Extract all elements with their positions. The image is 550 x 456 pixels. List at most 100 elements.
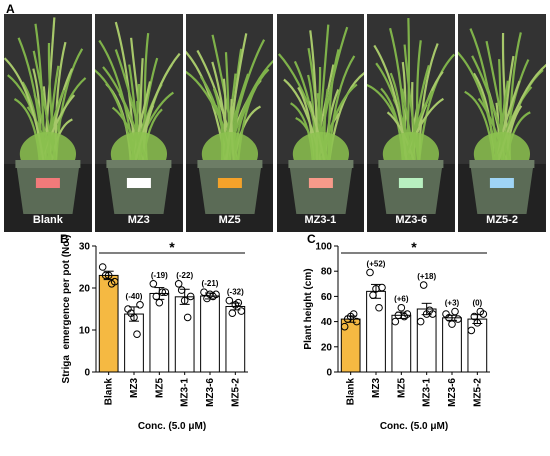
y-tick-label: 0 (326, 368, 332, 379)
x-tick-label: MZ5-2 (230, 378, 241, 407)
data-point (155, 298, 164, 307)
data-point (101, 271, 110, 280)
x-tick-label: MZ5 (154, 378, 165, 398)
data-point (152, 292, 161, 301)
percent-change-label: (+3) (445, 299, 460, 308)
percent-change-label: (+52) (367, 259, 386, 268)
plant-illustration (276, 14, 365, 232)
pot-tag (399, 177, 424, 188)
panel-label-a: A (6, 2, 15, 16)
photo-label: MZ3-1 (304, 214, 337, 226)
plant-pot (470, 163, 534, 214)
bar (225, 305, 246, 373)
bar (98, 274, 119, 373)
significance-marker: * (411, 239, 417, 255)
pot-tag (490, 177, 515, 188)
x-tick-label: MZ3-6 (205, 378, 216, 407)
x-axis-label: Conc. (5.0 μM) (380, 421, 448, 432)
bar (200, 295, 220, 373)
y-axis-label: Striga emergence per pot (No.) (61, 235, 72, 384)
data-point (416, 317, 425, 326)
percent-change-label: (-19) (151, 271, 168, 280)
data-point (349, 310, 358, 318)
y-tick-label: 10 (79, 326, 91, 337)
plant-pot (379, 163, 443, 214)
plant-pot (107, 163, 171, 214)
percent-change-label: (-22) (176, 271, 193, 280)
plant-photo: MZ3-1 (276, 14, 365, 232)
x-tick-label: MZ3 (129, 378, 140, 398)
data-point (237, 307, 246, 315)
y-tick-label: 80 (321, 267, 333, 278)
percent-change-label: (0) (472, 299, 482, 308)
data-point (158, 288, 167, 297)
bar (366, 290, 386, 373)
plant-pot (197, 163, 262, 214)
pot-tag (217, 177, 242, 188)
data-point (234, 298, 243, 307)
plant-photo: MZ3-6 (367, 14, 456, 232)
data-point (454, 315, 462, 323)
bar (149, 292, 170, 373)
photo-label: Blank (32, 214, 63, 226)
bar (124, 313, 144, 373)
percent-change-label: (-40) (126, 292, 143, 301)
data-point (212, 290, 220, 299)
data-point (177, 286, 186, 294)
panel-label-b: B (60, 232, 69, 246)
plant-height-chart: 0 20 40 60 80 100 Plant height (cm) * Blank (+52)… (303, 239, 490, 432)
y-tick-label: 0 (84, 368, 90, 379)
data-point (183, 313, 192, 322)
data-point (340, 322, 349, 331)
x-tick-label: MZ5-2 (472, 378, 483, 407)
x-tick-label: Blank (104, 378, 115, 406)
data-point (228, 309, 237, 317)
significance-marker: * (169, 239, 175, 255)
y-tick-label: 100 (315, 242, 332, 253)
data-point (110, 277, 119, 286)
x-tick-label: MZ3-1 (180, 378, 191, 407)
data-point (174, 280, 183, 288)
pot-tag (308, 177, 333, 188)
data-point (391, 317, 400, 326)
data-point (479, 310, 488, 318)
data-point (136, 301, 144, 309)
x-tick-label: MZ3-6 (447, 378, 458, 407)
data-point (428, 310, 437, 318)
photo-label: MZ3 (127, 214, 150, 226)
panel-label-c: C (307, 232, 316, 246)
plant-pot (288, 163, 353, 214)
y-tick-label: 30 (79, 242, 91, 253)
data-point (448, 320, 456, 328)
data-point (98, 263, 107, 271)
photo-label: MZ3-6 (395, 214, 428, 226)
bar (340, 318, 361, 373)
x-axis-label: Conc. (5.0 μM) (138, 421, 206, 432)
data-point (470, 312, 479, 321)
y-axis-label: Plant height (cm) (303, 268, 314, 349)
percent-change-label: (+6) (394, 295, 409, 304)
plant-illustration (94, 14, 183, 232)
x-tick-label: MZ5 (396, 378, 407, 398)
data-point (397, 303, 406, 312)
photo-label: MZ5-2 (486, 214, 518, 226)
data-point (352, 317, 361, 326)
x-tick-label: Blank (346, 378, 357, 406)
plant-illustration (185, 14, 274, 232)
data-point (467, 326, 476, 335)
y-tick-label: 60 (321, 292, 333, 303)
y-tick-label: 20 (79, 284, 91, 295)
x-tick-label: MZ3-1 (422, 378, 433, 407)
plant-photo-strip: Blank MZ3 MZ5 MZ3-1 MZ3-6 MZ5-2 (4, 14, 546, 232)
data-point (451, 307, 459, 316)
data-point (375, 303, 383, 312)
plant-illustration (458, 14, 546, 232)
bar (391, 314, 412, 373)
data-point (366, 268, 374, 277)
pot-tag (126, 177, 151, 188)
percent-change-label: (+18) (417, 272, 436, 281)
bar (442, 317, 462, 373)
plant-photo: MZ5 (185, 14, 274, 232)
x-tick-label: MZ3 (371, 378, 382, 398)
data-point (419, 281, 428, 289)
